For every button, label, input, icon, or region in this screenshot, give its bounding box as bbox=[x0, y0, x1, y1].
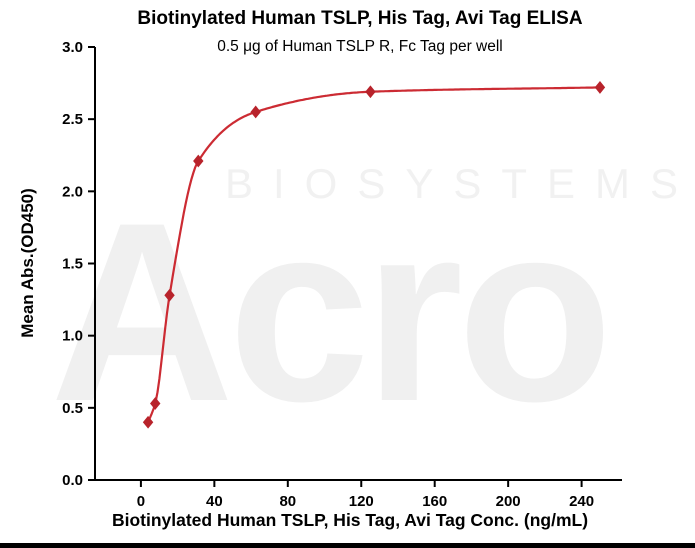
chart-title: Biotinylated Human TSLP, His Tag, Avi Ta… bbox=[137, 8, 583, 29]
fit-curve bbox=[147, 86, 600, 423]
data-point-marker bbox=[594, 81, 606, 94]
x-tick-label: 40 bbox=[206, 493, 223, 510]
x-tick-label: 200 bbox=[496, 493, 521, 510]
y-tick-label: 1.5 bbox=[62, 256, 83, 273]
x-tick-label: 80 bbox=[279, 493, 296, 510]
y-tick-label: 2.0 bbox=[62, 183, 83, 200]
data-point-marker bbox=[142, 415, 154, 429]
x-tick-label: 240 bbox=[569, 493, 594, 510]
y-tick-label: 3.0 bbox=[62, 39, 83, 56]
x-tick-label: 0 bbox=[137, 493, 145, 510]
data-point-marker bbox=[193, 154, 204, 168]
bottom-border-rule bbox=[0, 543, 695, 548]
y-axis-title: Mean Abs.(OD450) bbox=[18, 188, 37, 338]
y-tick-label: 1.0 bbox=[62, 328, 83, 345]
data-point-marker bbox=[365, 85, 376, 99]
x-tick-label: 120 bbox=[349, 493, 374, 510]
y-tick-label: 0.5 bbox=[62, 400, 83, 417]
data-point-marker bbox=[250, 105, 261, 119]
y-tick-label: 0.0 bbox=[62, 472, 83, 489]
data-point-marker bbox=[164, 288, 175, 302]
chart-subtitle: 0.5 μg of Human TSLP R, Fc Tag per well bbox=[217, 38, 503, 55]
data-point-marker bbox=[150, 397, 161, 410]
y-tick-label: 2.5 bbox=[62, 111, 83, 128]
x-tick-label: 160 bbox=[422, 493, 447, 510]
x-axis-title: Biotinylated Human TSLP, His Tag, Avi Ta… bbox=[111, 510, 589, 530]
